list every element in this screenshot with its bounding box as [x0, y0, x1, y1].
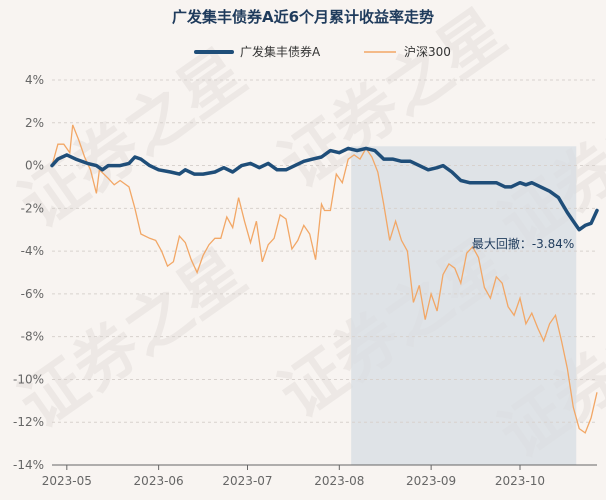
y-axis: 4% 2% 0% -2% -4% -6% -8% -10% -12% -14% [13, 73, 44, 472]
drawdown-annotation: 最大回撤：-3.84% [472, 236, 574, 251]
y-tick-label: 4% [25, 73, 44, 87]
y-tick-label: 2% [25, 116, 44, 130]
series-line-fund [50, 146, 599, 232]
legend-label-index: 沪深300 [404, 45, 451, 59]
y-tick-label: -4% [21, 244, 44, 258]
x-axis: 2023-05 2023-06 2023-07 2023-08 2023-09 2023-… [42, 465, 545, 488]
x-tick-label: 2023-08 [314, 474, 364, 488]
y-tick-label: -12% [13, 415, 44, 429]
watermark-text: 证券之星 [7, 236, 259, 443]
x-tick-label: 2023-09 [406, 474, 456, 488]
drawdown-region [351, 146, 577, 466]
y-tick-label: -8% [21, 330, 44, 344]
legend: 广发集丰债券A 沪深300 [194, 44, 451, 59]
x-tick-label: 2023-05 [42, 474, 92, 488]
x-tick-label: 2023-07 [222, 474, 272, 488]
chart-title: 广发集丰债券A近6个月累计收益率走势 [172, 8, 434, 26]
grid [52, 79, 597, 423]
watermark-text: 证券之星 [7, 36, 259, 243]
y-tick-label: -2% [21, 201, 44, 215]
y-tick-label: -6% [21, 287, 44, 301]
x-tick-label: 2023-06 [134, 474, 184, 488]
y-tick-label: 0% [25, 159, 44, 173]
x-tick-label: 2023-10 [495, 474, 545, 488]
y-tick-label: -14% [13, 458, 44, 472]
y-tick-label: -10% [13, 372, 44, 386]
legend-label-fund: 广发集丰债券A [240, 44, 321, 59]
series-line-index [51, 124, 598, 434]
